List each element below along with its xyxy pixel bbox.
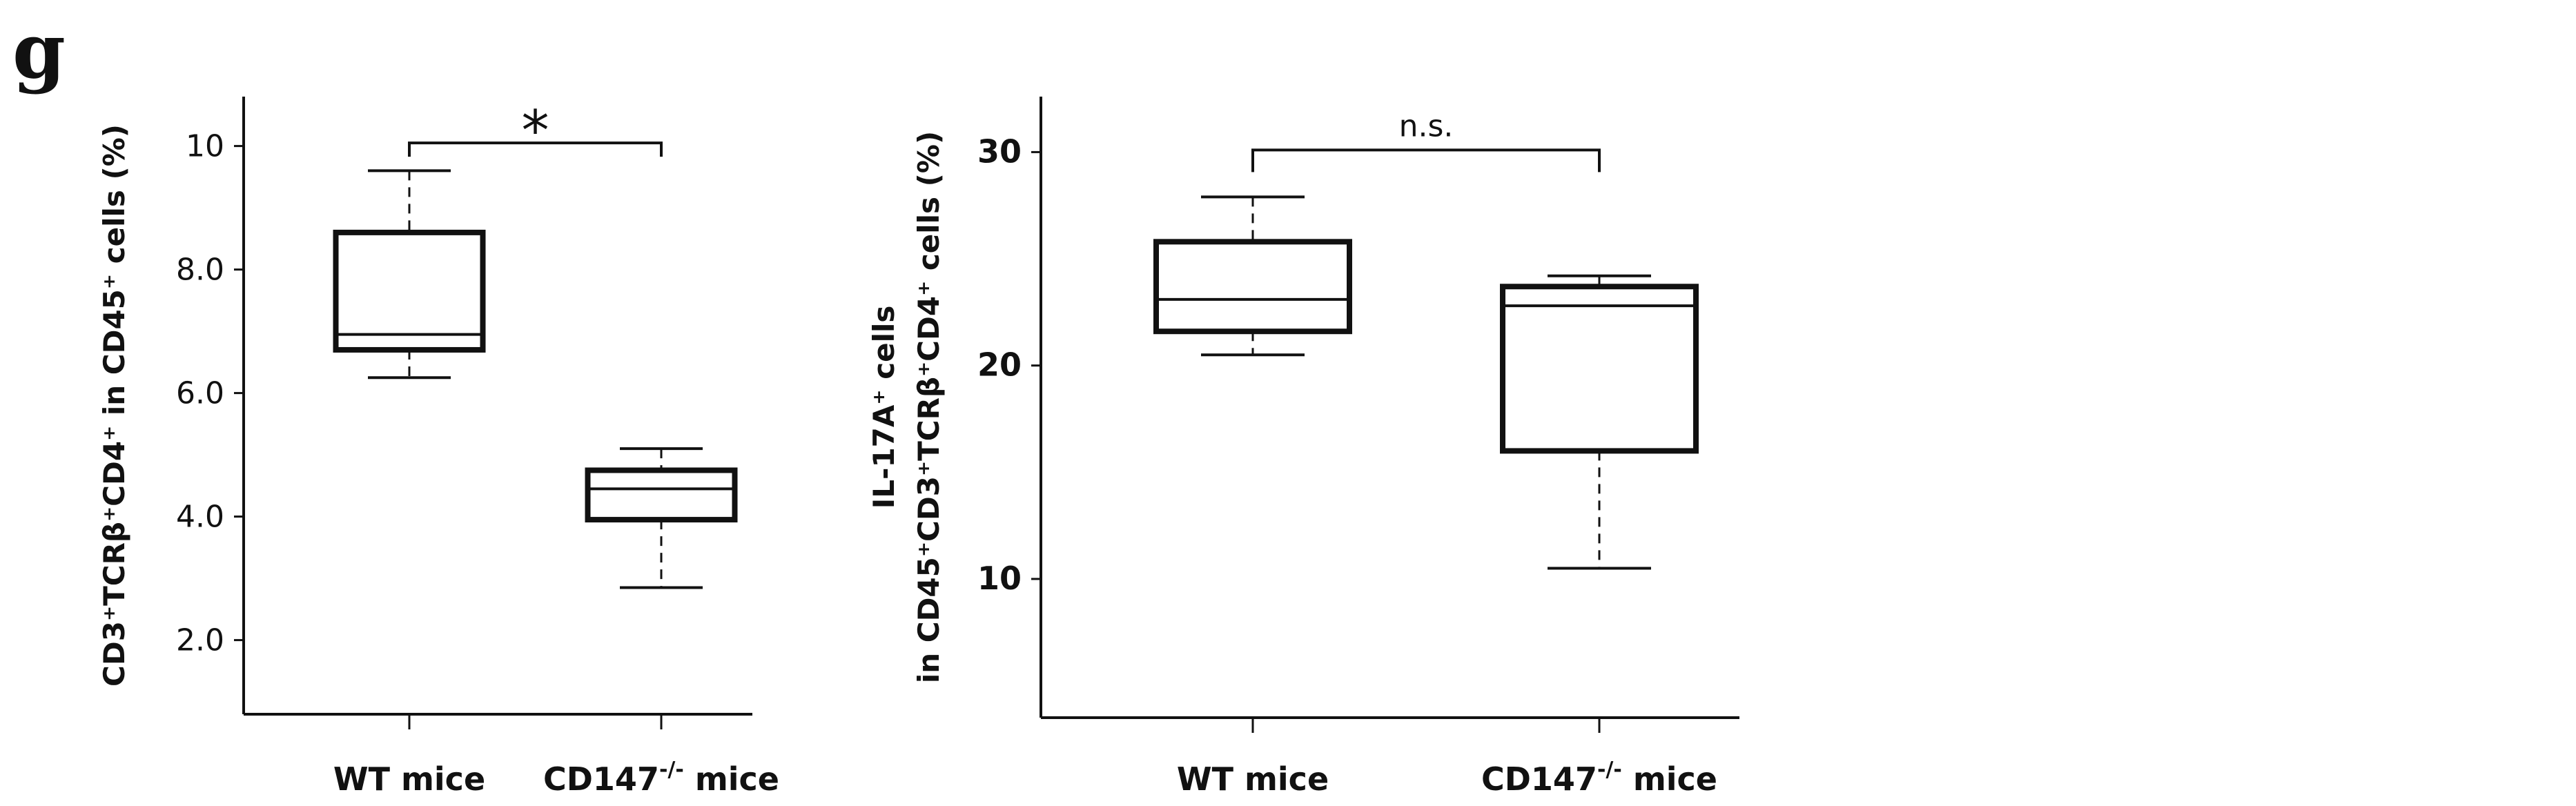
significance-label: * (522, 99, 549, 163)
chart-il17a-percent: 10 20 30 WT mice CD147-/- mice IL-17A⁺ cells i… (867, 97, 1739, 798)
chart-il-cd4-percent: 2.0 4.0 6.0 8.0 10 WT mice CD147-/- mice CD3⁺TC… (97, 97, 779, 798)
y-axis-label: CD3⁺TCRβ⁺CD4⁺ in CD45⁺ cells (%) (97, 124, 131, 687)
x-tick-label: CD147-/- mice (1481, 758, 1717, 798)
significance-label: n.s. (1399, 108, 1454, 144)
x-tick-label: WT mice (333, 760, 485, 798)
y-tick-label: 10 (977, 560, 1022, 597)
x-tick-label: CD147-/- mice (543, 758, 779, 798)
box-iqr (585, 467, 738, 523)
box-iqr (333, 229, 486, 353)
y-tick-label: 8.0 (176, 253, 224, 288)
y-axis-label: in CD45⁺CD3⁺TCRβ⁺CD4⁺ cells (%) (912, 131, 946, 683)
panel-label: g (12, 6, 66, 95)
significance-bracket (1251, 148, 1601, 173)
y-tick-label: 2.0 (176, 623, 224, 658)
box-iqr (1153, 239, 1352, 335)
y-axis-label: IL-17A⁺ cells (867, 306, 901, 509)
significance-bracket (408, 141, 663, 157)
y-tick-label: 6.0 (176, 376, 224, 411)
y-tick-label: 30 (977, 132, 1022, 170)
y-tick-label: 20 (977, 346, 1022, 384)
y-tick-label: 10 (186, 129, 224, 164)
box-iqr (1500, 284, 1699, 454)
x-tick-label: WT mice (1177, 760, 1329, 798)
y-tick-label: 4.0 (176, 500, 224, 535)
